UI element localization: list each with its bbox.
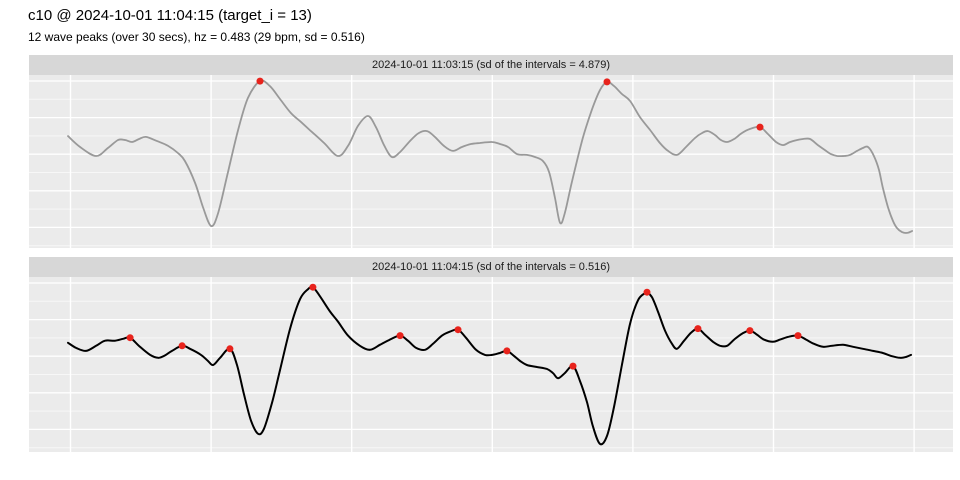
peak-marker [126, 334, 134, 342]
waveform-line [67, 79, 913, 234]
peak-marker [178, 342, 186, 350]
panel-background [29, 75, 953, 248]
peak-marker [226, 345, 234, 353]
facet-strip-2: 2024-10-01 11:04:15 (sd of the intervals… [29, 257, 953, 277]
facet-panel-2 [29, 277, 953, 452]
panel-background [29, 277, 953, 452]
plot-subtitle: 12 wave peaks (over 30 secs), hz = 0.483… [28, 30, 365, 44]
peak-marker [756, 123, 764, 131]
peak-marker [794, 332, 802, 340]
peak-marker [746, 327, 754, 335]
peak-marker [256, 77, 264, 85]
peak-marker [603, 78, 611, 86]
peak-marker [694, 325, 702, 333]
facet-panel-1 [29, 75, 953, 248]
facet-strip-2-label: 2024-10-01 11:04:15 (sd of the intervals… [372, 261, 610, 273]
peak-marker [503, 347, 511, 355]
facet-strip-1-label: 2024-10-01 11:03:15 (sd of the intervals… [372, 59, 610, 71]
peak-marker [569, 362, 577, 370]
peak-marker [396, 332, 404, 340]
facet-strip-1: 2024-10-01 11:03:15 (sd of the intervals… [29, 55, 953, 75]
waveform-line [67, 285, 912, 446]
plot-title: c10 @ 2024-10-01 11:04:15 (target_i = 13… [28, 7, 312, 24]
waveform-chart-1 [29, 75, 953, 248]
peak-marker [309, 283, 317, 291]
peak-marker [643, 288, 651, 296]
waveform-chart-2 [29, 277, 953, 452]
peak-marker [454, 326, 462, 334]
